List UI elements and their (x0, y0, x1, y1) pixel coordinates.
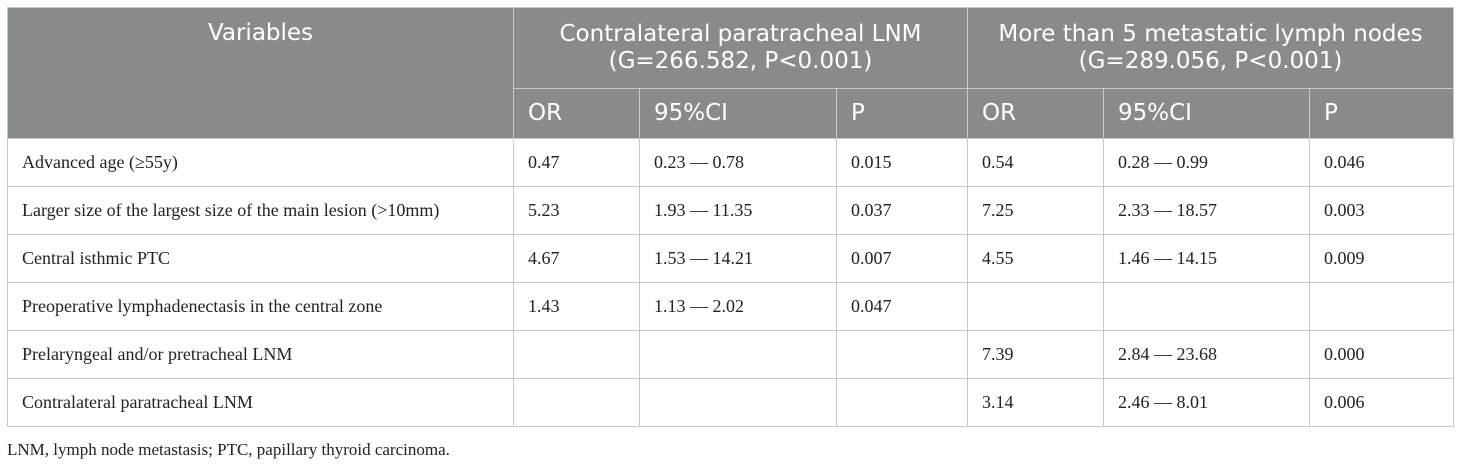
table-header: Variables Contralateral paratracheal LNM… (7, 7, 1455, 139)
group1-ci-cell: 1.13 — 2.02 (639, 282, 837, 331)
group1-or-cell: 4.67 (513, 234, 640, 283)
group1-or-cell (513, 378, 640, 427)
group1-or-cell: 0.47 (513, 138, 640, 187)
table-row: Prelaryngeal and/or pretracheal LNM 7.39… (7, 330, 1455, 379)
group1-p-cell: 0.007 (836, 234, 968, 283)
group1-or-cell: 5.23 (513, 186, 640, 235)
group2-or-cell (967, 282, 1104, 331)
group2-ci-cell: 2.46 — 8.01 (1103, 378, 1310, 427)
variable-cell: Preoperative lymphadenectasis in the cen… (7, 282, 514, 331)
table-row: Central isthmic PTC 4.67 1.53 — 14.21 0.… (7, 234, 1455, 283)
group1-p-cell: 0.047 (836, 282, 968, 331)
group2-or-header: OR (967, 88, 1104, 139)
group1-ci-cell: 0.23 — 0.78 (639, 138, 837, 187)
group2-ci-cell: 2.84 — 23.68 (1103, 330, 1310, 379)
group2-ci-cell: 2.33 — 18.57 (1103, 186, 1310, 235)
group2-stat: (G=289.056, P<0.001) (1078, 48, 1343, 74)
group2-ci-cell: 0.28 — 0.99 (1103, 138, 1310, 187)
group2-ci-cell (1103, 282, 1310, 331)
group2-ci-cell: 1.46 — 14.15 (1103, 234, 1310, 283)
variable-cell: Central isthmic PTC (7, 234, 514, 283)
table-row: Larger size of the largest size of the m… (7, 186, 1455, 235)
group1-stat: (G=266.582, P<0.001) (608, 48, 873, 74)
group2-p-cell: 0.006 (1308, 378, 1455, 427)
results-table: Variables Contralateral paratracheal LNM… (7, 7, 1455, 427)
group1-or-header: OR (513, 88, 640, 139)
variable-cell: Contralateral paratracheal LNM (7, 378, 514, 427)
table-body: Advanced age (≥55y) 0.47 0.23 — 0.78 0.0… (7, 138, 1455, 427)
group1-title: Contralateral paratracheal LNM (559, 21, 922, 47)
group2-p-cell: 0.003 (1308, 186, 1455, 235)
variable-cell: Prelaryngeal and/or pretracheal LNM (7, 330, 514, 379)
group2-or-cell: 4.55 (967, 234, 1104, 283)
group2-header: More than 5 metastatic lymph nodes (G=28… (966, 7, 1455, 89)
table-row: Preoperative lymphadenectasis in the cen… (7, 282, 1455, 331)
group1-or-cell (513, 330, 640, 379)
group1-or-cell: 1.43 (513, 282, 640, 331)
group1-p-cell (836, 330, 968, 379)
group2-p-header: P (1308, 88, 1455, 139)
table-footnote: LNM, lymph node metastasis; PTC, papilla… (7, 440, 450, 459)
table-row: Contralateral paratracheal LNM 3.14 2.46… (7, 378, 1455, 427)
variable-cell: Advanced age (≥55y) (7, 138, 514, 187)
group1-header: Contralateral paratracheal LNM (G=266.58… (513, 7, 968, 89)
group1-ci-cell: 1.53 — 14.21 (639, 234, 837, 283)
header-row-groups: Variables Contralateral paratracheal LNM… (7, 7, 1455, 139)
group2-or-cell: 0.54 (967, 138, 1104, 187)
group1-ci-cell (639, 330, 837, 379)
variables-header: Variables (7, 7, 514, 139)
group1-p-cell: 0.037 (836, 186, 968, 235)
group2-p-cell (1308, 282, 1455, 331)
group2-or-cell: 7.25 (967, 186, 1104, 235)
group2-p-cell: 0.009 (1308, 234, 1455, 283)
group1-p-cell (836, 378, 968, 427)
group2-or-cell: 3.14 (967, 378, 1104, 427)
header-row-sub: OR 95%CI P OR 95%CI P (8, 88, 1455, 139)
group2-p-cell: 0.000 (1308, 330, 1455, 379)
group1-ci-cell: 1.93 — 11.35 (639, 186, 837, 235)
group1-ci-cell (639, 378, 837, 427)
variable-cell: Larger size of the largest size of the m… (7, 186, 514, 235)
group2-or-cell: 7.39 (967, 330, 1104, 379)
group2-title: More than 5 metastatic lymph nodes (998, 21, 1423, 47)
table-row: Advanced age (≥55y) 0.47 0.23 — 0.78 0.0… (7, 138, 1455, 187)
group1-ci-header: 95%CI (639, 88, 837, 139)
group2-ci-header: 95%CI (1103, 88, 1310, 139)
group2-p-cell: 0.046 (1308, 138, 1455, 187)
group1-p-cell: 0.015 (836, 138, 968, 187)
group1-p-header: P (836, 88, 968, 139)
